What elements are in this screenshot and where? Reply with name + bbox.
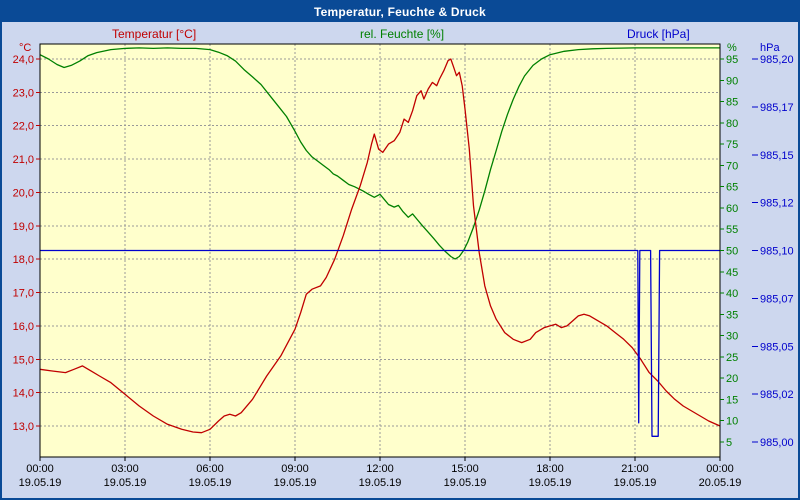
- temperature-tick-label: 24,0: [13, 54, 34, 66]
- pressure-tick-label: 985,07: [760, 293, 794, 305]
- time-tick-label: 06:00: [196, 463, 224, 475]
- humidity-tick-label: 90: [726, 75, 738, 87]
- temperature-tick-label: 18,0: [13, 254, 34, 266]
- humidity-tick-label: 55: [726, 224, 738, 236]
- humidity-tick-label: 60: [726, 203, 738, 215]
- humidity-tick-label: 45: [726, 267, 738, 279]
- humidity-tick-label: 20: [726, 373, 738, 385]
- time-tick-label: 12:00: [366, 463, 394, 475]
- date-tick-label: 19.05.19: [104, 477, 147, 489]
- window-title: Temperatur, Feuchte & Druck: [314, 5, 486, 19]
- humidity-tick-label: 65: [726, 182, 738, 194]
- humidity-tick-label: 35: [726, 309, 738, 321]
- time-tick-label: 00:00: [706, 463, 734, 475]
- humidity-tick-label: 50: [726, 246, 738, 258]
- window-titlebar[interactable]: Temperatur, Feuchte & Druck: [2, 2, 798, 22]
- pressure-tick-label: 985,10: [760, 246, 794, 258]
- temperature-tick-label: 23,0: [13, 87, 34, 99]
- temperature-tick-label: 16,0: [13, 321, 34, 333]
- date-tick-label: 19.05.19: [189, 477, 232, 489]
- temperature-tick-label: 17,0: [13, 288, 34, 300]
- humidity-tick-label: 40: [726, 288, 738, 300]
- time-tick-label: 09:00: [281, 463, 309, 475]
- time-tick-label: 18:00: [536, 463, 564, 475]
- time-tick-label: 00:00: [26, 463, 54, 475]
- pressure-tick-label: 985,17: [760, 102, 794, 114]
- pressure-tick-label: 985,05: [760, 341, 794, 353]
- humidity-tick-label: 15: [726, 394, 738, 406]
- date-tick-label: 19.05.19: [274, 477, 317, 489]
- humidity-tick-label: 70: [726, 160, 738, 172]
- pressure-tick-label: 985,00: [760, 437, 794, 449]
- humidity-tick-label: 80: [726, 118, 738, 130]
- humidity-tick-label: 85: [726, 97, 738, 109]
- humidity-tick-label: 75: [726, 139, 738, 151]
- pressure-tick-label: 985,15: [760, 150, 794, 162]
- date-tick-label: 19.05.19: [359, 477, 402, 489]
- humidity-tick-label: 25: [726, 352, 738, 364]
- series-temperature-line: [39, 58, 721, 434]
- pressure-tick-label: 985,20: [760, 54, 794, 66]
- series-humidity-line: [39, 47, 720, 260]
- pressure-tick-label: 985,12: [760, 198, 794, 210]
- pressure-unit-label: hPa: [760, 42, 780, 54]
- date-tick-label: 19.05.19: [614, 477, 657, 489]
- humidity-tick-label: 95: [726, 54, 738, 66]
- humidity-tick-label: 30: [726, 331, 738, 343]
- humidity-tick-label: 10: [726, 416, 738, 428]
- temperature-unit-label: °C: [19, 42, 32, 54]
- humidity-tick-label: 5: [726, 437, 732, 449]
- series-pressure-line: [40, 249, 720, 437]
- date-tick-label: 19.05.19: [19, 477, 62, 489]
- temperature-axis-title: Temperatur [°C]: [112, 27, 197, 41]
- time-tick-label: 15:00: [451, 463, 479, 475]
- humidity-axis-title: rel. Feuchte [%]: [360, 27, 445, 41]
- time-tick-label: 21:00: [621, 463, 649, 475]
- pressure-tick-label: 985,02: [760, 389, 794, 401]
- temperature-tick-label: 22,0: [13, 121, 34, 133]
- temperature-tick-label: 13,0: [13, 421, 34, 433]
- chart-plot: 24,0 23,0 22,0 21,0 20,0 19,0 18,0 17,0 16,0 15,0…: [13, 43, 794, 489]
- date-tick-label: 20.05.19: [699, 477, 742, 489]
- temperature-tick-label: 14,0: [13, 388, 34, 400]
- temperature-tick-label: 20,0: [13, 187, 34, 199]
- date-tick-label: 19.05.19: [444, 477, 487, 489]
- pressure-axis-title: Druck [hPa]: [627, 27, 690, 41]
- temperature-tick-label: 21,0: [13, 154, 34, 166]
- time-tick-label: 03:00: [111, 463, 139, 475]
- date-tick-label: 19.05.19: [529, 477, 572, 489]
- humidity-unit-label: %: [727, 42, 737, 54]
- temperature-tick-label: 19,0: [13, 221, 34, 233]
- temperature-tick-label: 15,0: [13, 354, 34, 366]
